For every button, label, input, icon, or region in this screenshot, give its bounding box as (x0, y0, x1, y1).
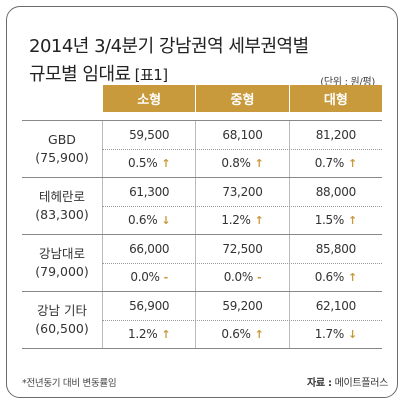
rent-value-cell: 59,500 (102, 121, 195, 149)
change-rate: 0.6% (128, 213, 158, 228)
table-row: 66,000 72,500 85,800 (102, 235, 382, 264)
table-header: 소형 중형 대형 (22, 85, 382, 112)
region-label: 테헤란로 (83,300) (22, 178, 102, 234)
change-rate: 0.5% (128, 156, 158, 171)
region-label: 강남대로 (79,000) (22, 235, 102, 291)
region-average: (75,900) (35, 150, 89, 165)
change-rate-cell: 0.6% ↑ (195, 320, 288, 348)
change-rate: 0.6% (221, 327, 251, 342)
change-rate-cell: 0.5% ↑ (102, 149, 195, 177)
change-rate-cell: 1.2% ↑ (102, 320, 195, 348)
change-rate: 1.5% (314, 213, 345, 228)
change-rate: 0.0% (130, 270, 160, 285)
change-rate: 1.7% (314, 327, 345, 342)
change-rate: 1.2% (128, 327, 158, 342)
change-rate-cell: 0.7% ↑ (288, 149, 382, 177)
table-row: 0.6% ↓ 1.2% ↑ 1.5% ↑ (102, 206, 382, 234)
change-rate: 0.8% (221, 156, 251, 171)
change-rate-cell: 1.7% ↓ (288, 320, 382, 348)
col-header-medium: 중형 (195, 85, 289, 112)
up-arrow-icon: ↑ (254, 213, 264, 227)
title-line2: 규모별 임대료 (29, 64, 131, 85)
up-arrow-icon: ↑ (348, 270, 357, 284)
change-rate-cell: 0.6% ↓ (102, 206, 195, 234)
unit-label: (단위 : 원/평) (320, 77, 375, 88)
col-header-large: 대형 (288, 85, 382, 112)
page-title: 2014년 3/4분기 강남권역 세부권역별 규모별 임대료 [표1] (29, 33, 309, 89)
rent-value-cell: 56,900 (102, 292, 195, 320)
change-rate: 0.7% (314, 156, 345, 171)
change-rate-cell: 0.8% ↑ (195, 149, 288, 177)
up-arrow-icon: ↑ (348, 156, 357, 170)
change-rate-cell: 1.5% ↑ (288, 206, 382, 234)
table-row-group: 강남 기타 (60,500) 56,900 59,200 62,100 1.2% ↑ 0.6%… (22, 291, 382, 349)
col-header-small: 소형 (102, 85, 196, 112)
change-rate-cell: 0.0% - (195, 263, 288, 291)
rent-value-cell: 59,200 (195, 292, 288, 320)
table-row: 61,300 73,200 88,000 (102, 178, 382, 207)
change-rate: 1.2% (221, 213, 251, 228)
rent-value-cell: 68,100 (195, 121, 288, 149)
region-average: (83,300) (35, 207, 89, 222)
table-row: 56,900 59,200 62,100 (102, 292, 382, 321)
region-average: (79,000) (35, 264, 89, 279)
table-row: 1.2% ↑ 0.6% ↑ 1.7% ↓ (102, 320, 382, 348)
rent-value-cell: 73,200 (195, 178, 288, 206)
footnote: *전년동기 대비 변동률임 (22, 378, 117, 389)
table-row: 0.5% ↑ 0.8% ↑ 0.7% ↑ (102, 149, 382, 177)
rent-value-cell: 62,100 (288, 292, 382, 320)
up-arrow-icon: ↑ (161, 156, 171, 170)
rent-value-cell: 81,200 (288, 121, 382, 149)
table-tag: [표1] (134, 66, 169, 84)
region-name: GBD (48, 132, 76, 147)
region-label: GBD (75,900) (22, 121, 102, 177)
rent-value-cell: 61,300 (102, 178, 195, 206)
up-arrow-icon: ↑ (254, 327, 264, 341)
dash-icon: - (257, 270, 262, 284)
rent-value-cell: 88,000 (288, 178, 382, 206)
rent-value-cell: 85,800 (288, 235, 382, 263)
source-value: 메이트플러스 (334, 378, 389, 389)
up-arrow-icon: ↑ (161, 327, 171, 341)
up-arrow-icon: ↑ (254, 156, 264, 170)
region-label: 강남 기타 (60,500) (22, 292, 102, 348)
up-arrow-icon: ↑ (348, 213, 357, 227)
region-name: 테헤란로 (38, 189, 85, 204)
down-arrow-icon: ↓ (348, 327, 357, 341)
source-note: 자료 : 메이트플러스 (307, 374, 388, 389)
table-card: 2014년 3/4분기 강남권역 세부권역별 규모별 임대료 [표1] (단위 :… (6, 6, 398, 398)
down-arrow-icon: ↓ (161, 213, 171, 227)
rent-table: 소형 중형 대형 GBD (75,900) 59,500 68,100 81,200 0.… (22, 85, 382, 349)
table-row-group: GBD (75,900) 59,500 68,100 81,200 0.5% ↑ 0.8% ↑ 0… (22, 120, 382, 177)
region-name: 강남 기타 (37, 303, 87, 318)
rent-value-cell: 72,500 (195, 235, 288, 263)
change-rate-cell: 0.6% ↑ (288, 263, 382, 291)
change-rate-cell: 0.0% - (102, 263, 195, 291)
rent-value-cell: 66,000 (102, 235, 195, 263)
source-label: 자료 : (307, 378, 332, 389)
table-row-group: 테헤란로 (83,300) 61,300 73,200 88,000 0.6% ↓ 1.2% ↑… (22, 177, 382, 234)
dash-icon: - (163, 270, 169, 284)
region-name: 강남대로 (38, 246, 85, 261)
region-average: (60,500) (35, 321, 89, 336)
table-row: 0.0% -0.0% -0.6% ↑ (102, 263, 382, 291)
change-rate-cell: 1.2% ↑ (195, 206, 288, 234)
change-rate: 0.6% (314, 270, 345, 285)
title-line1: 2014년 3/4분기 강남권역 세부권역별 (29, 36, 309, 57)
change-rate: 0.0% (223, 270, 254, 285)
table-row-group: 강남대로 (79,000) 66,000 72,500 85,800 0.0% -0.0% -… (22, 234, 382, 291)
table-row: 59,500 68,100 81,200 (102, 121, 382, 150)
